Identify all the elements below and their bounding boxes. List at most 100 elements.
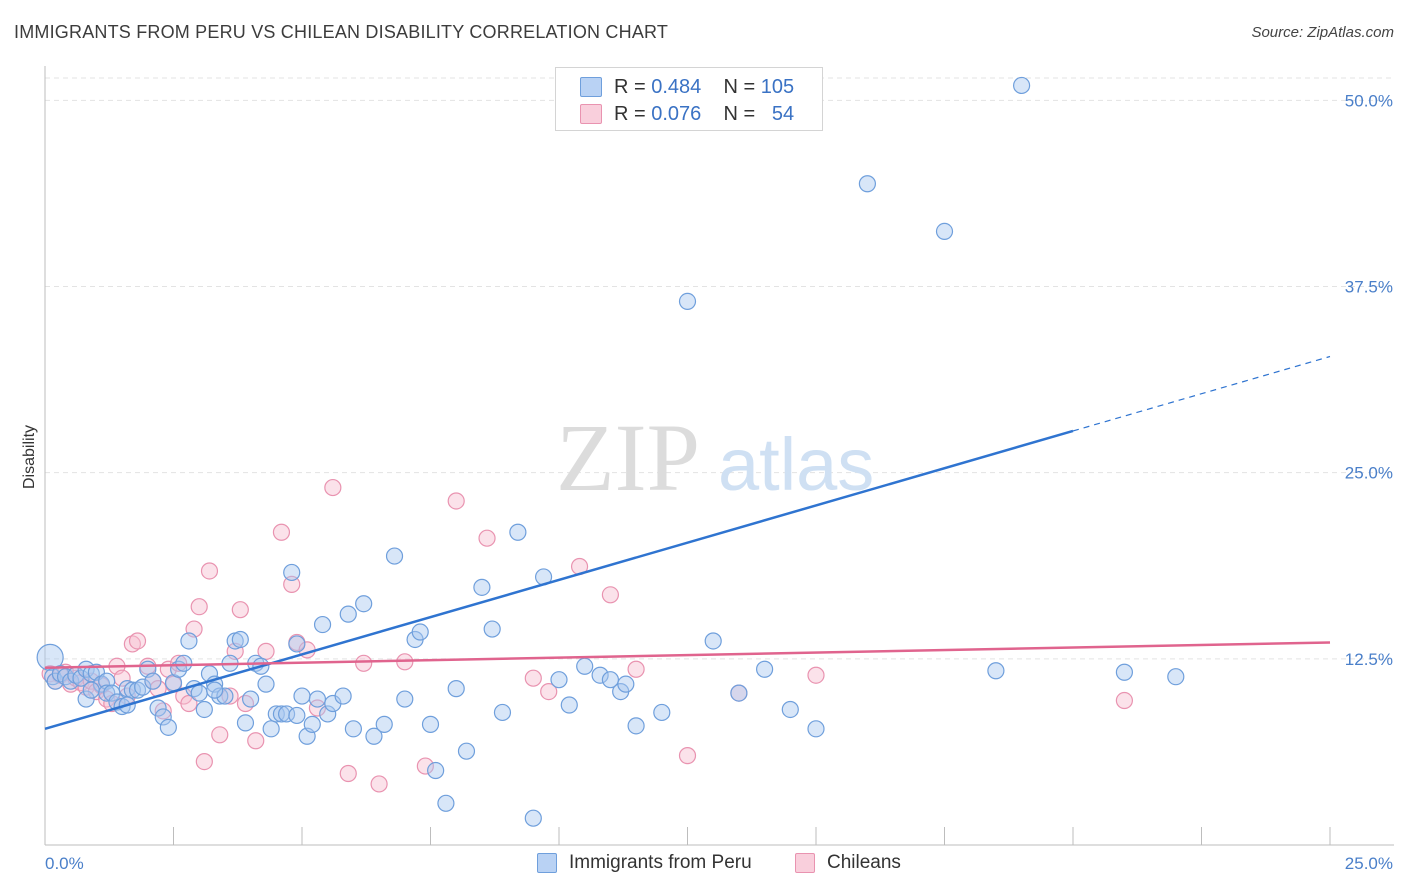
chileans-point — [154, 702, 172, 720]
chileans-point — [283, 575, 301, 593]
legend-n-value: 105 — [760, 75, 795, 98]
chart-title: IMMIGRANTS FROM PERU VS CHILEAN DISABILI… — [14, 22, 669, 42]
legend-label-chileans: Chileans — [827, 852, 901, 873]
legend-swatch-pink — [580, 104, 602, 124]
chileans-point — [478, 529, 496, 547]
x-tick-label: 0.0% — [45, 854, 84, 873]
chileans-point — [339, 764, 357, 783]
chileans-points — [41, 478, 1134, 793]
peru-point — [807, 720, 825, 738]
gridlines — [45, 77, 1394, 660]
peru-point — [550, 671, 568, 689]
chileans-trend-line — [44, 641, 1331, 670]
peru-point — [524, 809, 542, 827]
peru-point — [257, 675, 275, 693]
y-tick-label: 25.0% — [1345, 464, 1393, 483]
peru-point — [509, 523, 527, 541]
peru-point — [293, 687, 311, 705]
chileans-point — [308, 699, 327, 717]
peru-point — [72, 669, 90, 687]
series-legend: Immigrants from Peru Chileans — [0, 852, 1406, 878]
peru-point — [344, 720, 362, 738]
peru-point — [355, 595, 373, 613]
peru-point — [236, 714, 255, 732]
peru-trend-line — [44, 429, 1074, 731]
peru-point — [288, 635, 306, 653]
peru-point — [858, 175, 877, 193]
peru-point — [427, 761, 445, 780]
legend-label-peru: Immigrants from Peru — [569, 852, 752, 873]
peru-point — [231, 630, 249, 649]
peru-trend-extension — [1072, 355, 1331, 432]
peru-point — [303, 715, 321, 733]
legend-swatch-blue — [537, 853, 557, 873]
legend-item-chileans[interactable]: Chileans — [795, 852, 901, 874]
peru-point — [987, 662, 1005, 680]
peru-point — [154, 708, 172, 726]
peru-point — [730, 684, 748, 702]
axes — [44, 66, 1394, 846]
peru-point — [319, 705, 337, 723]
peru-point — [36, 643, 64, 671]
peru-point — [103, 684, 121, 702]
chileans-point — [1115, 691, 1134, 710]
chileans-point — [370, 775, 388, 793]
chileans-point — [627, 660, 645, 678]
peru-point — [262, 720, 280, 738]
legend-r-label: R = — [614, 75, 646, 98]
chileans-point — [355, 654, 373, 672]
y-tick-label: 37.5% — [1345, 278, 1393, 297]
peru-point — [159, 718, 177, 736]
peru-point — [175, 654, 193, 672]
peru-point — [591, 666, 609, 684]
chileans-point — [123, 635, 141, 653]
peru-point — [396, 690, 414, 708]
peru-points — [36, 76, 1185, 827]
peru-point — [313, 615, 332, 634]
peru-point — [206, 681, 224, 699]
watermark-atlas: atlas — [718, 423, 874, 506]
legend-r-value: 0.076 — [651, 102, 702, 125]
tick-labels: 12.5% 25.0% 37.5% 50.0% 0.0% 25.0% — [45, 91, 1393, 873]
peru-point — [180, 632, 198, 650]
legend-n-label: N = — [723, 75, 756, 98]
peru-point — [601, 671, 620, 689]
peru-point — [144, 672, 162, 690]
peru-point — [1115, 663, 1134, 681]
peru-point — [190, 684, 208, 702]
peru-point — [447, 680, 465, 698]
peru-point — [82, 681, 100, 699]
peru-point — [334, 687, 352, 705]
source-label: Source: ZipAtlas.com — [1251, 24, 1394, 41]
y-axis-label: Disability — [21, 425, 38, 489]
chileans-point — [807, 666, 825, 684]
legend-n-value: 54 — [771, 102, 795, 125]
peru-point — [678, 292, 697, 310]
peru-point — [77, 690, 95, 708]
legend-r-value: 0.484 — [651, 75, 702, 98]
chileans-point — [416, 757, 434, 775]
peru-point — [308, 690, 327, 708]
peru-point — [1012, 76, 1031, 95]
legend-r-label: R = — [614, 102, 646, 125]
y-tick-label: 50.0% — [1345, 91, 1393, 110]
legend-item-peru[interactable]: Immigrants from Peru — [537, 852, 752, 874]
chileans-point — [324, 478, 342, 497]
stats-legend: R = 0.484 N = 105 R = 0.076 N = 54 — [555, 67, 823, 131]
y-tick-label: 12.5% — [1345, 650, 1393, 669]
peru-point — [385, 547, 404, 565]
chileans-point — [170, 654, 188, 672]
peru-point — [128, 681, 147, 699]
chileans-point — [190, 598, 208, 616]
legend-row-peru: R = 0.484 N = 105 — [580, 74, 794, 100]
chileans-point — [231, 601, 249, 619]
peru-point — [375, 715, 393, 733]
peru-point — [411, 623, 429, 641]
chileans-point — [272, 523, 291, 541]
peru-point — [365, 727, 383, 745]
peru-point — [781, 700, 799, 719]
peru-point — [457, 742, 476, 760]
peru-point — [149, 699, 167, 717]
peru-point — [704, 632, 722, 650]
